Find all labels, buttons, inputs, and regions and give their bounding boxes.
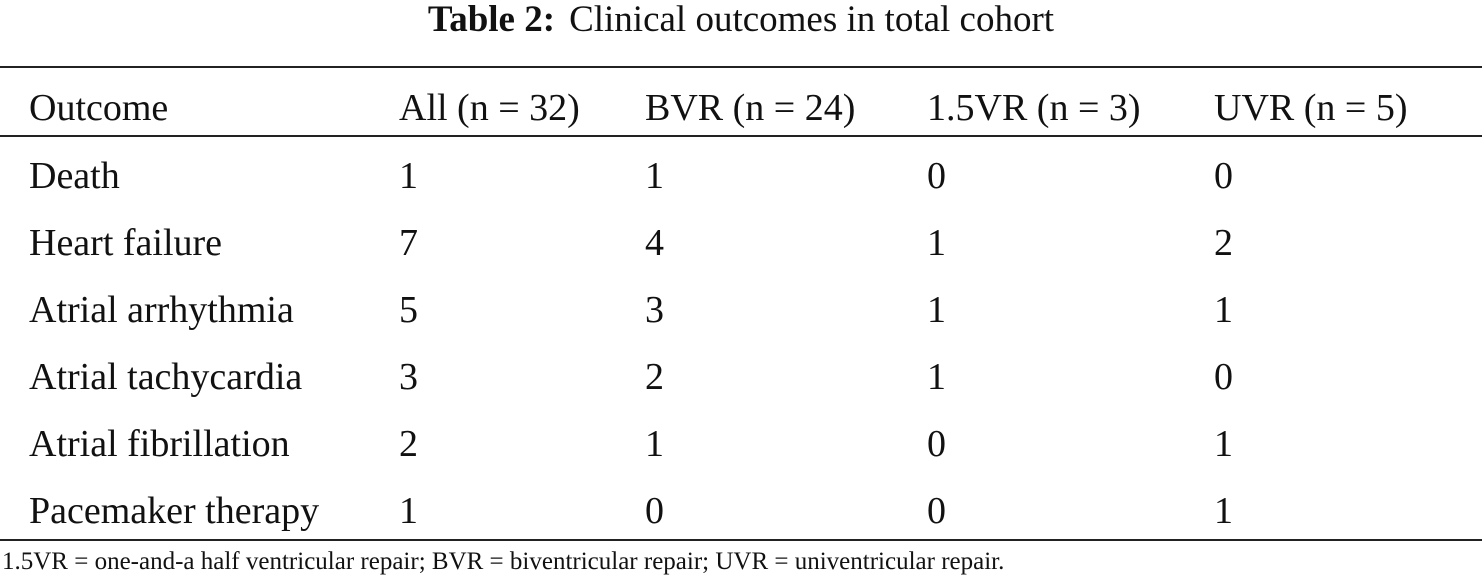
row-outcome-label: Atrial fibrillation	[29, 423, 290, 465]
header-1-5vr: 1.5VR (n = 3)	[927, 87, 1141, 129]
cell-bvr: 1	[645, 423, 664, 465]
cell-1-5vr: 0	[927, 155, 946, 197]
cell-uvr: 1	[1214, 289, 1233, 331]
cell-bvr: 2	[645, 356, 664, 398]
row-outcome-label: Heart failure	[29, 222, 223, 264]
cell-all: 5	[399, 289, 418, 331]
table-bottom-rule	[0, 539, 1482, 541]
cell-1-5vr: 1	[927, 356, 946, 398]
table-row: Atrial fibrillation 2 1 0 1	[0, 416, 1482, 472]
cell-bvr: 3	[645, 289, 664, 331]
cell-1-5vr: 0	[927, 423, 946, 465]
header-outcome: Outcome	[29, 87, 169, 129]
cell-uvr: 0	[1214, 155, 1233, 197]
cell-bvr: 4	[645, 222, 664, 264]
cell-all: 3	[399, 356, 418, 398]
cell-uvr: 1	[1214, 423, 1233, 465]
cell-bvr: 0	[645, 490, 664, 532]
table-caption-title: Clinical outcomes in total cohort	[569, 0, 1055, 40]
cell-uvr: 1	[1214, 490, 1233, 532]
table-header-row: Outcome All (n = 32) BVR (n = 24) 1.5VR …	[0, 80, 1482, 136]
cell-all: 1	[399, 155, 418, 197]
header-all: All (n = 32)	[399, 87, 580, 129]
table-caption-label: Table 2:	[427, 0, 556, 40]
row-outcome-label: Death	[29, 155, 120, 197]
table-top-rule	[0, 66, 1482, 68]
table-header-rule	[0, 135, 1482, 137]
table-caption: Table 2: Clinical outcomes in total cohor…	[0, 0, 1482, 48]
cell-1-5vr: 0	[927, 490, 946, 532]
cell-1-5vr: 1	[927, 289, 946, 331]
cell-uvr: 2	[1214, 222, 1233, 264]
header-uvr: UVR (n = 5)	[1214, 87, 1408, 129]
header-bvr: BVR (n = 24)	[645, 87, 856, 129]
table-row: Atrial tachycardia 3 2 1 0	[0, 349, 1482, 405]
cell-bvr: 1	[645, 155, 664, 197]
table-row: Death 1 1 0 0	[0, 148, 1482, 204]
row-outcome-label: Atrial arrhythmia	[29, 289, 294, 331]
table-row: Heart failure 7 4 1 2	[0, 215, 1482, 271]
cell-all: 2	[399, 423, 418, 465]
table-row: Atrial arrhythmia 5 3 1 1	[0, 282, 1482, 338]
row-outcome-label: Atrial tachycardia	[29, 356, 303, 398]
cell-all: 1	[399, 490, 418, 532]
table-row: Pacemaker therapy 1 0 0 1	[0, 483, 1482, 539]
cell-all: 7	[399, 222, 418, 264]
table-footnote: 1.5VR = one-and-a half ventricular repai…	[2, 548, 1005, 575]
cell-uvr: 0	[1214, 356, 1233, 398]
cell-1-5vr: 1	[927, 222, 946, 264]
row-outcome-label: Pacemaker therapy	[29, 490, 320, 532]
